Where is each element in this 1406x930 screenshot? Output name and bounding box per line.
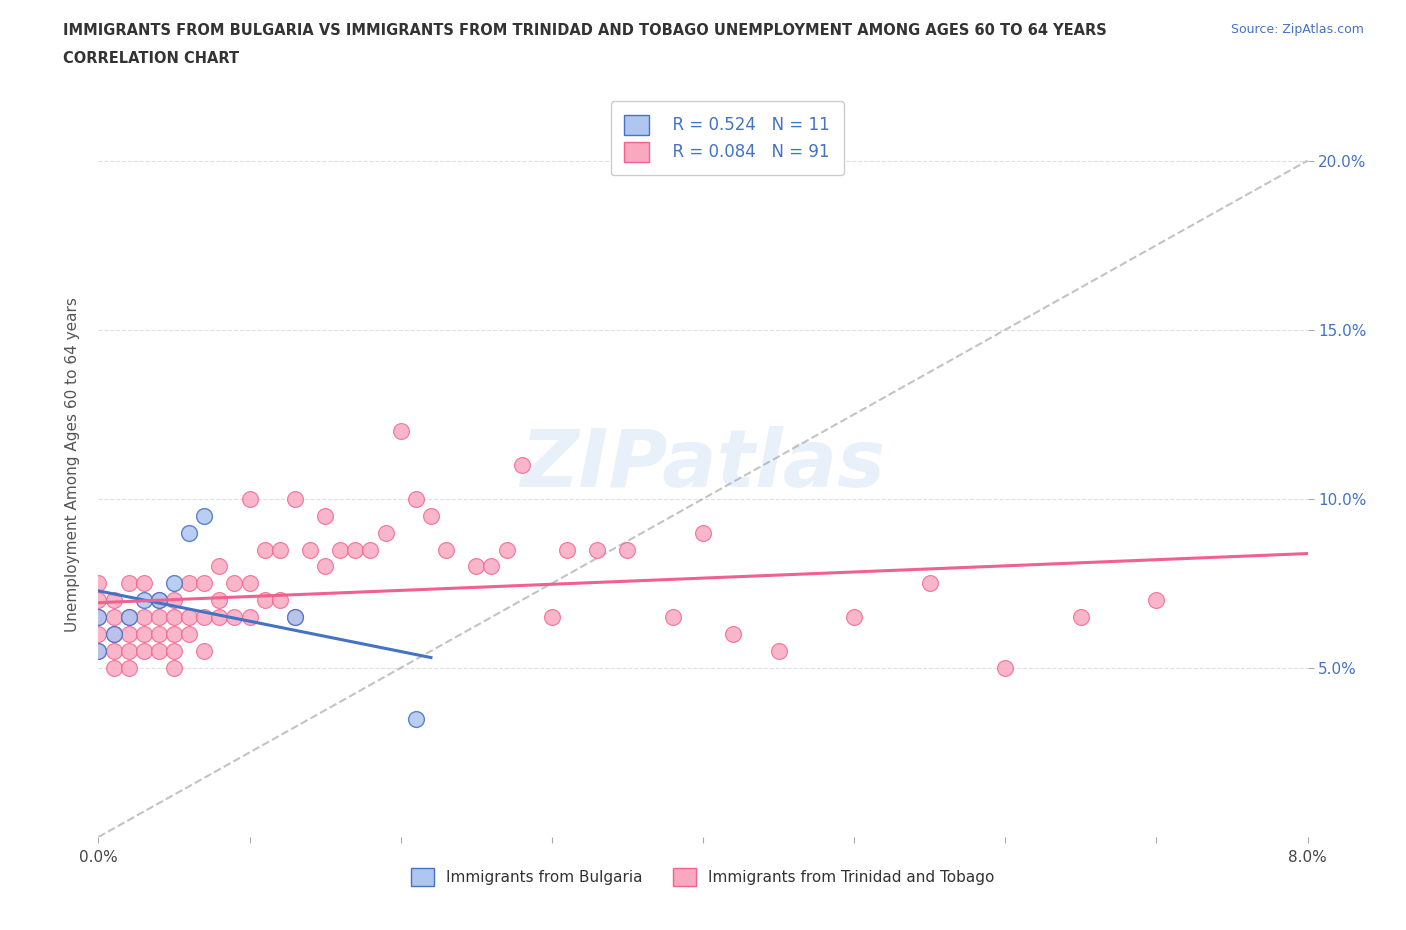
Point <box>208 592 231 607</box>
Point <box>768 644 790 658</box>
Point <box>555 542 578 557</box>
Point <box>224 576 246 591</box>
Point <box>163 592 186 607</box>
Point <box>87 610 110 625</box>
Point <box>239 576 262 591</box>
Text: CORRELATION CHART: CORRELATION CHART <box>63 51 239 66</box>
Point <box>269 542 291 557</box>
Point <box>389 424 412 439</box>
Point <box>1146 592 1168 607</box>
Text: IMMIGRANTS FROM BULGARIA VS IMMIGRANTS FROM TRINIDAD AND TOBAGO UNEMPLOYMENT AMO: IMMIGRANTS FROM BULGARIA VS IMMIGRANTS F… <box>63 23 1107 38</box>
Point <box>118 660 141 675</box>
Point <box>118 627 141 642</box>
Point <box>224 610 246 625</box>
Point <box>132 576 155 591</box>
Point <box>103 627 125 642</box>
Point <box>163 660 186 675</box>
Point <box>179 576 201 591</box>
Point <box>314 559 336 574</box>
Point <box>360 542 382 557</box>
Point <box>269 592 291 607</box>
Point <box>163 576 186 591</box>
Point <box>163 610 186 625</box>
Point <box>481 559 503 574</box>
Point <box>193 576 215 591</box>
Point <box>434 542 457 557</box>
Point <box>103 610 125 625</box>
Point <box>87 592 110 607</box>
Point <box>284 491 307 506</box>
Point <box>179 627 201 642</box>
Point <box>103 627 125 642</box>
Point <box>314 509 336 524</box>
Point <box>586 542 609 557</box>
Point <box>193 610 215 625</box>
Point <box>344 542 367 557</box>
Point <box>132 592 155 607</box>
Point <box>193 644 215 658</box>
Point <box>132 627 155 642</box>
Point <box>510 458 533 472</box>
Point <box>148 592 170 607</box>
Point <box>405 491 427 506</box>
Point <box>179 610 201 625</box>
Point <box>118 610 141 625</box>
Point <box>918 576 941 591</box>
Point <box>208 559 231 574</box>
Point <box>103 644 125 658</box>
Point <box>87 627 110 642</box>
Point <box>103 660 125 675</box>
Point <box>208 610 231 625</box>
Point <box>87 610 110 625</box>
Point <box>616 542 638 557</box>
Y-axis label: Unemployment Among Ages 60 to 64 years: Unemployment Among Ages 60 to 64 years <box>65 298 80 632</box>
Point <box>465 559 488 574</box>
Point <box>118 644 141 658</box>
Point <box>179 525 201 540</box>
Point <box>661 610 683 625</box>
Point <box>299 542 322 557</box>
Point <box>148 592 170 607</box>
Point <box>284 610 307 625</box>
Point <box>163 644 186 658</box>
Legend: Immigrants from Bulgaria, Immigrants from Trinidad and Tobago: Immigrants from Bulgaria, Immigrants fro… <box>405 862 1001 893</box>
Point <box>103 592 125 607</box>
Point <box>994 660 1017 675</box>
Point <box>132 644 155 658</box>
Point <box>148 627 170 642</box>
Point <box>239 610 262 625</box>
Point <box>148 610 170 625</box>
Point <box>148 644 170 658</box>
Text: Source: ZipAtlas.com: Source: ZipAtlas.com <box>1230 23 1364 36</box>
Point <box>723 627 745 642</box>
Point <box>844 610 866 625</box>
Point <box>163 627 186 642</box>
Point <box>87 576 110 591</box>
Point <box>692 525 714 540</box>
Point <box>118 576 141 591</box>
Text: ZIPatlas: ZIPatlas <box>520 426 886 504</box>
Point <box>329 542 352 557</box>
Point <box>87 644 110 658</box>
Point <box>253 542 276 557</box>
Point <box>284 610 307 625</box>
Point <box>405 711 427 726</box>
Point <box>118 610 141 625</box>
Point <box>253 592 276 607</box>
Point <box>540 610 562 625</box>
Point <box>87 644 110 658</box>
Point <box>132 610 155 625</box>
Point <box>374 525 396 540</box>
Point <box>495 542 517 557</box>
Point <box>193 509 215 524</box>
Point <box>239 491 262 506</box>
Point <box>420 509 443 524</box>
Point <box>1070 610 1092 625</box>
